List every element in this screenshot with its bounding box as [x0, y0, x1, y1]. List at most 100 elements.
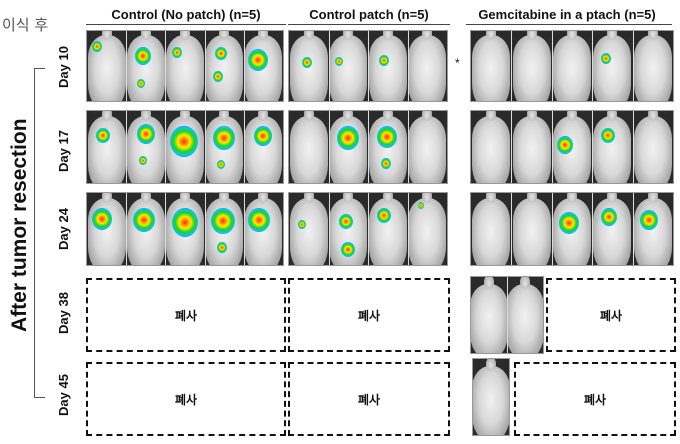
- panel-divider: [633, 111, 634, 183]
- panel-divider: [511, 193, 512, 265]
- column-header-gemcitabine-patch: Gemcitabine in a ptach (n=5): [478, 7, 656, 22]
- panel-divider: [368, 193, 369, 265]
- column-underline: [466, 24, 672, 25]
- imaging-panel: [470, 30, 674, 102]
- bioluminescence-signal: [601, 208, 617, 226]
- mouse-image: [593, 31, 631, 101]
- panel-divider: [368, 111, 369, 183]
- mouse-image: [408, 31, 446, 101]
- deceased-label: 폐사: [583, 392, 607, 407]
- row-bracket: [34, 68, 45, 398]
- deceased-box: 폐사: [514, 362, 676, 436]
- column-header-control-patch: Control patch (n=5): [309, 7, 429, 22]
- mouse-image: [634, 31, 672, 101]
- bioluminescence-signal: [381, 158, 391, 169]
- mouse-image: [127, 31, 165, 101]
- mouse-image: [634, 111, 672, 183]
- bioluminescence-signal: [601, 53, 611, 64]
- mouse-image: [473, 359, 509, 435]
- panel-divider: [126, 111, 127, 183]
- mouse-image: [593, 111, 631, 183]
- deceased-label: 폐사: [174, 308, 198, 323]
- deceased-label: 폐사: [357, 392, 381, 407]
- imaging-panel: [86, 30, 284, 102]
- mouse-image: [88, 111, 126, 183]
- bioluminescence-signal: [377, 126, 397, 148]
- bioluminescence-signal: [601, 128, 615, 143]
- bioluminescence-signal: [254, 126, 272, 146]
- deceased-label: 폐사: [357, 308, 381, 323]
- imaging-panel: [470, 276, 544, 354]
- panel-divider: [165, 31, 166, 101]
- note-after-transplant: 이식 후: [2, 16, 49, 34]
- deceased-box: 폐사: [288, 362, 450, 436]
- panel-divider: [368, 31, 369, 101]
- panel-divider: [633, 31, 634, 101]
- row-label-day-24: Day 24: [56, 208, 71, 250]
- bioluminescence-signal: [341, 242, 355, 257]
- mouse-image: [290, 111, 328, 183]
- mouse-image: [513, 111, 551, 183]
- mouse-image: [513, 31, 551, 101]
- bioluminescence-signal: [135, 47, 151, 65]
- bioluminescence-signal: [217, 160, 225, 169]
- imaging-panel: [472, 358, 510, 436]
- panel-divider: [408, 193, 409, 265]
- mouse-image: [329, 31, 367, 101]
- bioluminescence-signal: [557, 136, 573, 154]
- bioluminescence-signal: [335, 57, 343, 66]
- panel-divider: [552, 31, 553, 101]
- panel-divider: [165, 193, 166, 265]
- mouse-image: [290, 193, 328, 265]
- bioluminescence-signal: [170, 126, 198, 157]
- bioluminescence-signal: [302, 57, 312, 68]
- panel-divider: [552, 193, 553, 265]
- row-label-day-10: Day 10: [56, 46, 71, 88]
- bioluminescence-signal: [213, 126, 235, 150]
- bioluminescence-signal: [339, 214, 353, 229]
- panel-divider: [165, 111, 166, 183]
- mouse-image: [513, 193, 551, 265]
- panel-divider: [205, 31, 206, 101]
- mouse-image: [553, 31, 591, 101]
- imaging-panel: [470, 110, 674, 184]
- panel-divider: [205, 193, 206, 265]
- deceased-box: 폐사: [86, 278, 286, 352]
- panel-divider: [329, 31, 330, 101]
- bioluminescence-signal: [215, 47, 227, 60]
- bioluminescence-signal: [137, 79, 145, 88]
- mouse-image: [472, 111, 510, 183]
- bioluminescence-signal: [248, 49, 268, 71]
- bioluminescence-signal: [640, 210, 658, 230]
- deceased-box: 폐사: [546, 278, 676, 352]
- bioluminescence-signal: [559, 212, 579, 234]
- imaging-panel: [288, 110, 448, 184]
- panel-divider: [408, 31, 409, 101]
- panel-divider: [592, 193, 593, 265]
- mouse-image: [506, 277, 543, 353]
- bioluminescence-signal: [211, 208, 235, 234]
- mouse-image: [634, 193, 672, 265]
- panel-divider: [507, 277, 508, 353]
- imaging-panel: [288, 30, 448, 102]
- bioluminescence-signal: [298, 220, 306, 229]
- column-header-control-no-patch: Control (No patch) (n=5): [111, 7, 261, 22]
- bioluminescence-signal: [139, 156, 147, 165]
- bioluminescence-signal: [92, 41, 102, 52]
- bioluminescence-signal: [172, 208, 198, 237]
- bioluminescence-signal: [213, 71, 223, 82]
- bioluminescence-signal: [337, 126, 359, 150]
- deceased-box: 폐사: [288, 278, 450, 352]
- panel-divider: [552, 111, 553, 183]
- mouse-image: [472, 193, 510, 265]
- panel-divider: [244, 193, 245, 265]
- bioluminescence-signal: [92, 208, 112, 230]
- mouse-image: [290, 31, 328, 101]
- panel-divider: [329, 193, 330, 265]
- panel-divider: [126, 31, 127, 101]
- mouse-image: [369, 193, 407, 265]
- panel-divider: [205, 111, 206, 183]
- panel-divider: [592, 111, 593, 183]
- mouse-image: [205, 31, 243, 101]
- mouse-image: [472, 31, 510, 101]
